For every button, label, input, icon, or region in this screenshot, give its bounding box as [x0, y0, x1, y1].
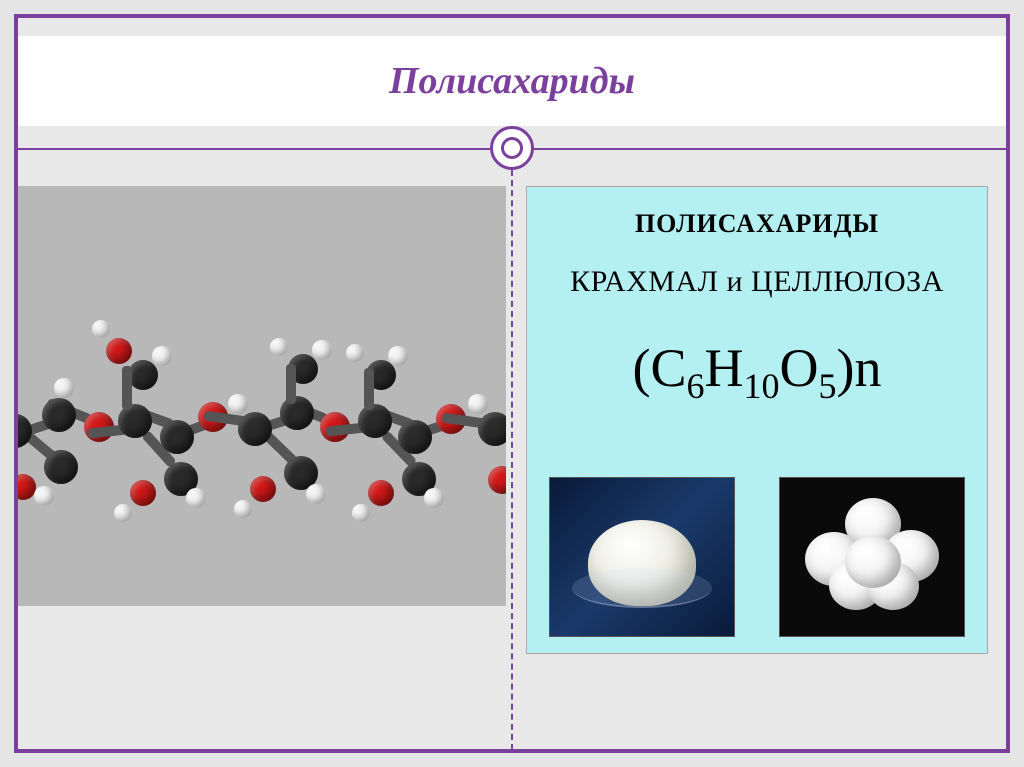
- chemical-formula: (C6H10O5)n: [527, 337, 987, 407]
- sample-images: [527, 477, 987, 637]
- molecule-model: [18, 316, 506, 536]
- divider-ornament: [490, 126, 534, 170]
- formula-sub: 5: [819, 366, 837, 406]
- formula-token: (C: [633, 338, 687, 398]
- formula-token: O: [780, 338, 819, 398]
- divider-ornament-inner: [501, 137, 523, 159]
- formula-sub: 6: [687, 366, 705, 406]
- formula-token: H: [705, 338, 744, 398]
- title-band: Полисахариды: [18, 36, 1006, 126]
- page-title: Полисахариды: [389, 59, 635, 103]
- formula-sub: 10: [744, 366, 780, 406]
- info-subheading: КРАХМАЛ и ЦЕЛЛЮЛОЗА: [527, 265, 987, 299]
- starch-sample: [549, 477, 735, 637]
- cotton-boll-icon: [797, 492, 947, 622]
- info-heading: ПОЛИСАХАРИДЫ: [527, 209, 987, 239]
- divider-vertical: [511, 170, 513, 750]
- info-panel: ПОЛИСАХАРИДЫ КРАХМАЛ и ЦЕЛЛЮЛОЗА (C6H10O…: [526, 186, 988, 654]
- slide-frame: Полисахариды: [14, 14, 1010, 753]
- cotton-sample: [779, 477, 965, 637]
- glass-dish-icon: [572, 568, 712, 608]
- formula-token: )n: [837, 338, 882, 398]
- molecule-panel: [18, 186, 506, 606]
